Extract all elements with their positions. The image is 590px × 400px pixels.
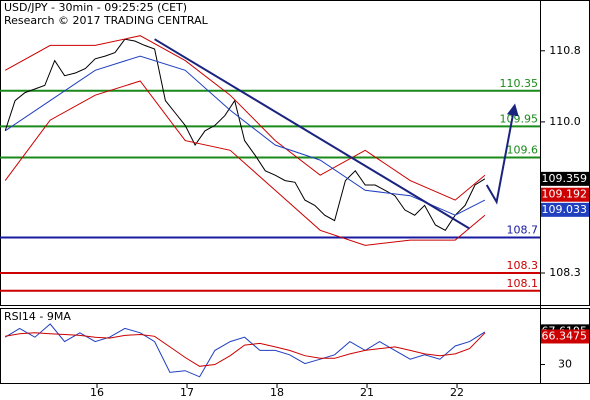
series-line: [5, 332, 486, 367]
price-tag: [541, 329, 589, 344]
series-line: [4, 38, 486, 231]
series-line: [4, 35, 486, 201]
y-tick-label: 30: [558, 358, 572, 371]
x-tick-label: 18: [270, 386, 284, 399]
price-tag-label: 66.3475: [542, 329, 588, 342]
series-line: [4, 55, 486, 216]
x-tick-label: 21: [360, 386, 374, 399]
price-tag: [541, 171, 589, 186]
price-tag-label: 109.033: [542, 203, 588, 216]
series-line: [485, 103, 519, 205]
price-tag-label: 109.192: [542, 188, 588, 201]
rsi-title: RSI14 - 9MA: [4, 310, 71, 323]
level-label: 109.6: [507, 143, 539, 156]
level-label: 108.3: [507, 259, 539, 272]
level-label: 108.7: [507, 223, 539, 236]
chart-subtitle: Research © 2017 TRADING CENTRAL: [4, 14, 209, 27]
level-label: 108.1: [507, 277, 539, 290]
series-line: [154, 38, 471, 230]
x-tick-label: 16: [90, 386, 104, 399]
y-tick-label: 110.8: [549, 44, 581, 57]
x-tick-label: 17: [180, 386, 194, 399]
series-line: [4, 80, 486, 246]
y-tick-label: 108.3: [549, 266, 581, 279]
x-tick-label: 22: [450, 386, 464, 399]
y-tick-label: 110.0: [549, 115, 581, 128]
level-label: 109.95: [500, 112, 539, 125]
chart-title: USD/JPY - 30min - 09:25:25 (CET): [4, 1, 187, 14]
price-tag: [541, 187, 589, 202]
series-line: [4, 323, 486, 378]
price-tag-label: 109.359: [542, 172, 588, 185]
price-panel: [0, 0, 590, 306]
level-label: 110.35: [500, 77, 539, 90]
price-tag: [541, 202, 589, 217]
rsi-panel: [0, 308, 590, 384]
